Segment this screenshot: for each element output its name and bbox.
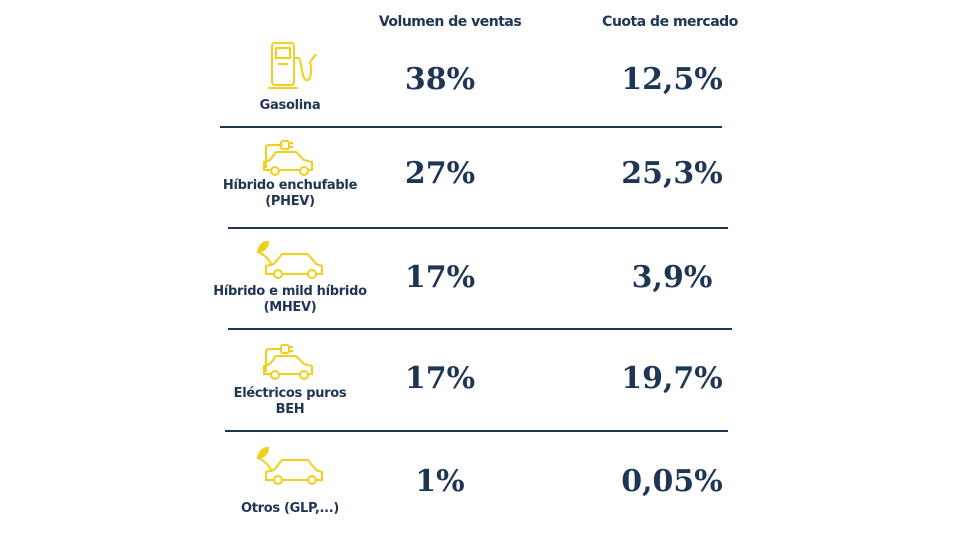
electric-car-icon — [263, 344, 313, 380]
row-divider — [225, 430, 728, 432]
volume-value: 38% — [404, 62, 476, 97]
share-value: 25,3% — [621, 156, 723, 191]
volume-value: 1% — [415, 464, 465, 499]
row-divider — [228, 227, 728, 229]
volume-value: 17% — [404, 260, 476, 295]
row-divider — [228, 328, 732, 330]
share-value: 12,5% — [621, 62, 723, 97]
share-value: 3,9% — [631, 260, 713, 295]
row-label: Híbrido enchufable (PHEV) — [222, 178, 358, 209]
row-label: Gasolina — [259, 98, 321, 113]
volume-value: 17% — [404, 361, 476, 396]
row-label: Híbrido e mild híbrido (MHEV) — [213, 284, 367, 315]
plug-in-car-icon — [263, 140, 313, 176]
fuel-pump-icon — [268, 42, 317, 89]
share-value: 19,7% — [621, 361, 723, 396]
header-volume: Volumen de ventas — [378, 14, 522, 30]
row-label: Otros (GLP,...) — [240, 501, 340, 516]
header-share: Cuota de mercado — [602, 14, 738, 30]
leaf-car-icon — [256, 240, 323, 279]
volume-value: 27% — [404, 156, 476, 191]
row-label: Eléctricos puros BEH — [233, 386, 347, 417]
share-value: 0,05% — [621, 464, 723, 499]
leaf-car-icon — [256, 446, 323, 485]
row-divider — [220, 126, 722, 128]
